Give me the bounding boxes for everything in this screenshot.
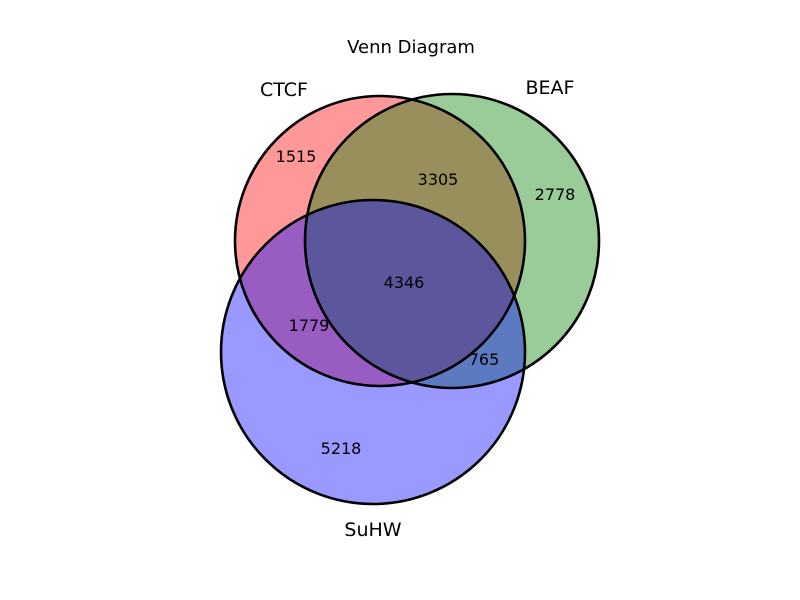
set-ctcf-circle <box>235 96 525 386</box>
region-ctcf-only: 1515 <box>276 147 317 166</box>
set-outlines <box>219 92 601 506</box>
set-label-suhw: SuHW <box>344 519 401 541</box>
set-beaf-circle <box>305 94 599 388</box>
region-suhw-only: 5218 <box>321 439 362 458</box>
set-label-ctcf: CTCF <box>260 79 308 101</box>
region-all-three: 4346 <box>384 273 425 292</box>
set-beaf-outline <box>303 92 601 390</box>
diagram-title: Venn Diagram <box>347 37 475 58</box>
region-ctcf-beaf: 3305 <box>418 170 459 189</box>
set-suhw-circle <box>221 200 525 504</box>
set-label-beaf: BEAF <box>526 77 575 99</box>
region-beaf-only: 2778 <box>535 185 576 204</box>
set-suhw-outline <box>219 198 527 506</box>
set-ctcf-outline <box>233 94 527 388</box>
region-ctcf-suhw: 1779 <box>289 316 330 335</box>
region-beaf-suhw: 765 <box>469 350 500 369</box>
set-fills <box>221 94 599 504</box>
